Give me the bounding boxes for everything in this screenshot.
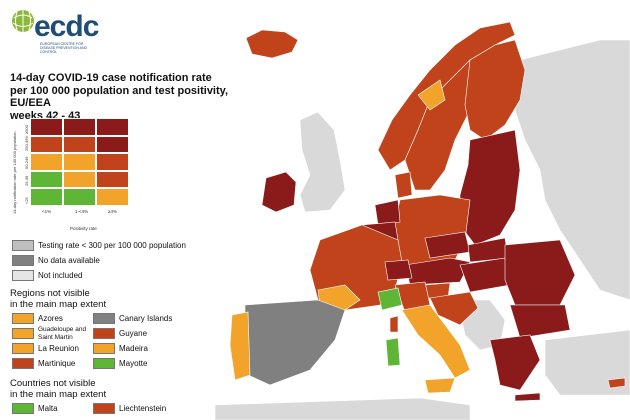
region-label: Guadeloupe and Saint Martin [38,326,87,341]
logo-subtitle: EUROPEAN CENTRE FOR DISEASE PREVENTION A… [40,42,88,54]
iceland-land [245,29,299,59]
matrix-cell [63,118,96,136]
countries-title-line-1: Countries not visible [10,378,96,389]
matrix-cell [96,153,129,171]
country-label: Malta [38,404,58,413]
countries-section-title: Countries not visible in the main map ex… [10,378,106,400]
region-swatch [12,328,34,339]
matrix-y-tick: <25 [24,196,29,204]
sweden-region-orange [417,79,446,111]
matrix-cell [63,135,96,153]
uk-land [299,111,346,213]
italy-lombardy-green [377,287,403,311]
region-swatch [12,343,34,354]
matrix-cell [96,170,129,188]
region-label: La Reunion [38,344,79,353]
matrix-cell [63,170,96,188]
legend-label: No data available [38,256,100,265]
portugal [229,311,251,381]
romania [504,239,576,306]
region-swatch [12,313,34,324]
croatia [429,291,479,326]
turkey-land [544,329,630,396]
country-swatch [12,403,34,414]
switzerland [384,259,413,281]
matrix-x-tick: <1% [42,208,52,214]
matrix-cell [96,188,129,206]
title-line-1: 14-day COVID-19 case notification rate [10,72,212,84]
ecdc-logo: ecdc EUROPEAN CENTRE FOR DISEASE PREVENT… [8,4,99,54]
italy-peninsula [401,304,471,379]
germany [391,194,471,271]
matrix-cell [63,153,96,171]
north-africa-land [214,397,471,420]
region-label: Martinique [38,359,76,368]
legend-label: Not included [38,271,83,280]
region-label: Madeira [119,344,148,353]
region-label: Canary Islands [119,314,173,323]
legend-label: Testing rate < 300 per 100 000 populatio… [38,241,186,250]
poland [459,129,521,246]
legend-swatch [12,255,34,266]
matrix-y-axis-label: 14-day notification rate per 100 000 pop… [12,131,17,214]
globe-icon [12,10,34,32]
region-label: Guyane [119,329,148,338]
map-title: 14-day COVID-19 case notification rate p… [10,72,245,122]
title-line-2: per 100 000 population and test positivi… [10,84,229,110]
matrix-x-axis-label: Positivity rate [70,226,97,231]
region-swatch [93,358,115,369]
matrix-x-tick: ≥4% [108,208,117,214]
matrix-y-tick: 50-249 [24,156,29,169]
italy-sicily [424,377,456,394]
matrix-cell [30,135,63,153]
greece-crete [514,392,541,402]
finland [464,39,526,141]
italy-sardinia-green [385,337,401,367]
region-swatch [93,343,115,354]
spain [244,299,346,386]
matrix-cell [30,153,63,171]
countries-title-line-2: in the main map extent [10,389,107,400]
regions-section-title: Regions not visible in the main map exte… [10,288,106,310]
denmark [394,171,413,199]
matrix-cell [30,170,63,188]
matrix-cell [30,118,63,136]
bulgaria [509,304,571,339]
ireland [261,171,297,213]
legend-swatch [12,240,34,251]
matrix-y-tick: 25-49 [24,175,29,186]
country-swatch [93,403,115,414]
matrix-cell [30,188,63,206]
logo-wordmark: ecdc [34,10,99,43]
matrix-cell [96,118,129,136]
non-eu-land [514,39,630,301]
matrix-x-tick: 1-<4% [75,208,89,214]
region-swatch [12,358,34,369]
region-label: Mayotte [119,359,148,368]
cyprus [607,377,626,389]
corsica [389,315,399,333]
netherlands [374,199,401,226]
regions-title-line-1: Regions not visible [10,288,90,299]
greece [489,334,541,391]
region-swatch [93,313,115,324]
region-label: Azores [38,314,63,323]
region-swatch [93,328,115,339]
legend-swatch [12,270,34,281]
country-label: Liechtenstein [119,404,167,413]
matrix-cell [63,188,96,206]
matrix-y-tick: 250-499 [24,136,29,151]
regions-title-line-2: in the main map extent [10,299,107,310]
matrix-cell [96,135,129,153]
matrix-y-tick: ≥500 [24,124,29,134]
